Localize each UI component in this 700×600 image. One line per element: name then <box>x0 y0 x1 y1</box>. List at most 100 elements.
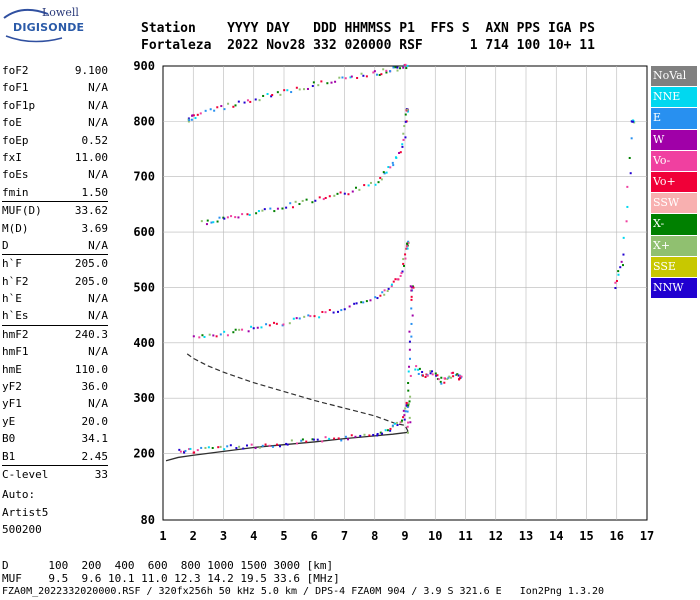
echo-point <box>204 109 207 112</box>
echo-point <box>209 108 212 111</box>
echo-point <box>356 76 359 79</box>
echo-point <box>394 156 397 159</box>
echo-point <box>376 434 379 437</box>
echo-point <box>626 205 629 208</box>
y-tick-label: 200 <box>133 447 155 461</box>
echo-point <box>402 416 405 419</box>
echo-point <box>278 445 281 448</box>
echo-point <box>294 200 297 203</box>
param-name: yE <box>2 414 16 428</box>
echo-point <box>454 373 457 376</box>
echo-point <box>282 323 285 326</box>
x-tick-label: 12 <box>489 529 503 543</box>
echo-point <box>320 80 323 83</box>
echo-point <box>456 373 459 376</box>
param-name: h`F2 <box>2 274 29 288</box>
echo-point <box>410 335 413 338</box>
x-tick-label: 9 <box>401 529 408 543</box>
echo-point <box>452 375 455 378</box>
echo-point <box>324 436 327 439</box>
echo-point <box>340 439 343 442</box>
echo-point <box>234 104 237 107</box>
param-name: foF2 <box>2 64 29 77</box>
param-name: B1 <box>2 449 16 463</box>
echo-point <box>429 370 432 373</box>
echo-point <box>347 193 350 196</box>
echo-point <box>217 446 220 449</box>
param-value: 1.50 <box>81 185 109 199</box>
echo-point <box>321 440 324 443</box>
echo-point <box>440 382 443 385</box>
echo-point <box>399 67 402 70</box>
param-value: N/A <box>88 168 108 182</box>
x-tick-label: 8 <box>371 529 378 543</box>
param-row: D N/A <box>2 237 108 254</box>
legend-item-ssw: SSW <box>651 193 697 215</box>
echo-point <box>437 378 440 381</box>
echo-point <box>362 74 365 77</box>
echo-point <box>429 372 432 375</box>
echo-point <box>436 374 439 377</box>
param-value: N/A <box>88 98 108 112</box>
echo-point <box>403 418 406 421</box>
echo-point <box>385 171 388 174</box>
echo-point <box>401 143 404 146</box>
echo-point <box>298 203 301 206</box>
echo-point <box>260 326 263 329</box>
echo-point <box>333 437 336 440</box>
echo-point <box>622 236 625 239</box>
echo-point <box>614 287 617 290</box>
echo-point <box>336 310 339 313</box>
echo-point <box>238 328 241 331</box>
echo-point <box>273 321 276 324</box>
param-name: yF2 <box>2 380 22 394</box>
echo-point <box>360 72 363 75</box>
echo-point <box>254 447 257 450</box>
parameter-table: foF2 9.100 foF1 N/A foF1p N/A foE N/A foEp 0.52 fx… <box>2 62 108 539</box>
echo-point <box>219 333 222 336</box>
echo-point <box>382 68 385 71</box>
x-tick-label: 17 <box>640 529 654 543</box>
echo-point <box>328 195 331 198</box>
auto-line1: Auto: <box>2 488 36 502</box>
param-name: hmF2 <box>2 327 29 341</box>
param-row: hmE 110.0 <box>2 361 108 378</box>
param-row: h`F2 205.0 <box>2 273 108 290</box>
param-name: D <box>2 238 9 252</box>
echo-point <box>396 69 399 72</box>
echo-point <box>322 198 325 201</box>
echo-point <box>292 317 295 320</box>
echo-point <box>392 66 395 69</box>
echo-point <box>406 242 409 245</box>
echo-point <box>340 309 343 312</box>
echo-point <box>394 66 397 69</box>
echo-point <box>223 448 226 451</box>
param-row: h`Es N/A <box>2 307 108 324</box>
echo-point <box>223 330 226 333</box>
auto-line2: Artist5 <box>2 505 49 519</box>
echo-point <box>230 215 233 218</box>
echo-point <box>410 295 413 298</box>
echo-point <box>408 340 411 343</box>
param-value: 20.0 <box>81 414 109 428</box>
echo-point <box>378 73 381 76</box>
legend-item-w: W <box>651 129 697 151</box>
echo-point <box>369 181 372 184</box>
echo-point <box>204 446 207 449</box>
param-name: MUF(D) <box>2 204 42 218</box>
echo-point <box>398 151 401 154</box>
param-row: C-level 33 <box>2 464 108 483</box>
echo-point <box>620 260 623 263</box>
echo-point <box>285 206 288 209</box>
echo-point <box>317 84 320 87</box>
echo-point <box>355 302 358 305</box>
param-value: 11.00 <box>74 150 108 164</box>
echo-point <box>389 166 392 169</box>
echo-point <box>396 424 399 427</box>
echo-point <box>246 213 249 216</box>
param-name: foEp <box>2 133 29 147</box>
echo-point <box>193 451 196 454</box>
param-name: h`E <box>2 292 22 306</box>
param-value: 240.3 <box>74 327 108 341</box>
param-value: N/A <box>88 116 108 130</box>
